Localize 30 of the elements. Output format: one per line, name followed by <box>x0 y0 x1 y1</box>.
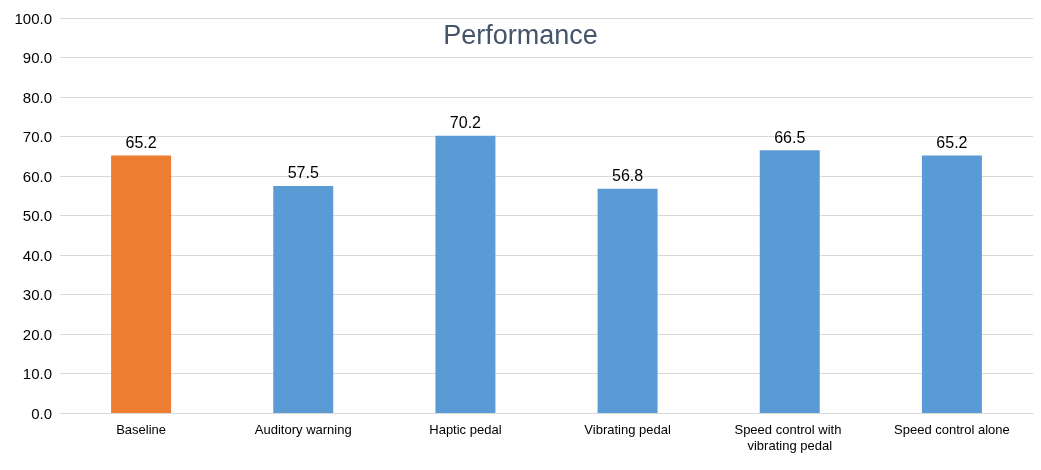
data-label: 65.2 <box>125 133 157 151</box>
data-label: 66.5 <box>774 128 806 146</box>
y-tick-label: 10.0 <box>22 365 52 382</box>
x-tick-label: Auditory warning <box>254 421 352 437</box>
y-tick-label: 20.0 <box>22 325 52 343</box>
bar <box>759 150 820 413</box>
bar <box>435 135 496 413</box>
y-tick-label: 40.0 <box>22 246 52 264</box>
bar <box>921 155 982 413</box>
x-tick-label: Vibrating pedal <box>584 421 671 437</box>
y-tick-label: 70.0 <box>22 128 52 145</box>
x-tick-label: Baseline <box>116 421 167 437</box>
y-tick-label: 50.0 <box>22 207 52 224</box>
y-tick-label: 0.0 <box>31 404 52 422</box>
data-label: 57.5 <box>287 164 319 182</box>
chart-title: Performance <box>443 19 598 50</box>
data-label: 70.2 <box>449 114 482 132</box>
data-label: 65.2 <box>936 133 968 151</box>
y-tick-label: 100.0 <box>14 9 52 27</box>
bar <box>111 155 172 413</box>
bar <box>273 185 334 413</box>
x-tick-label: Speed control alone <box>894 421 1010 437</box>
y-tick-label: 30.0 <box>22 286 52 303</box>
x-tick-label: Haptic pedal <box>429 421 502 437</box>
y-tick-label: 90.0 <box>22 49 52 66</box>
y-tick-label: 60.0 <box>22 167 52 185</box>
data-label: 56.8 <box>612 167 644 185</box>
bar <box>597 188 658 413</box>
x-tick-label: Speed control with vibrating pedal <box>734 421 846 453</box>
y-tick-label: 80.0 <box>22 88 52 106</box>
